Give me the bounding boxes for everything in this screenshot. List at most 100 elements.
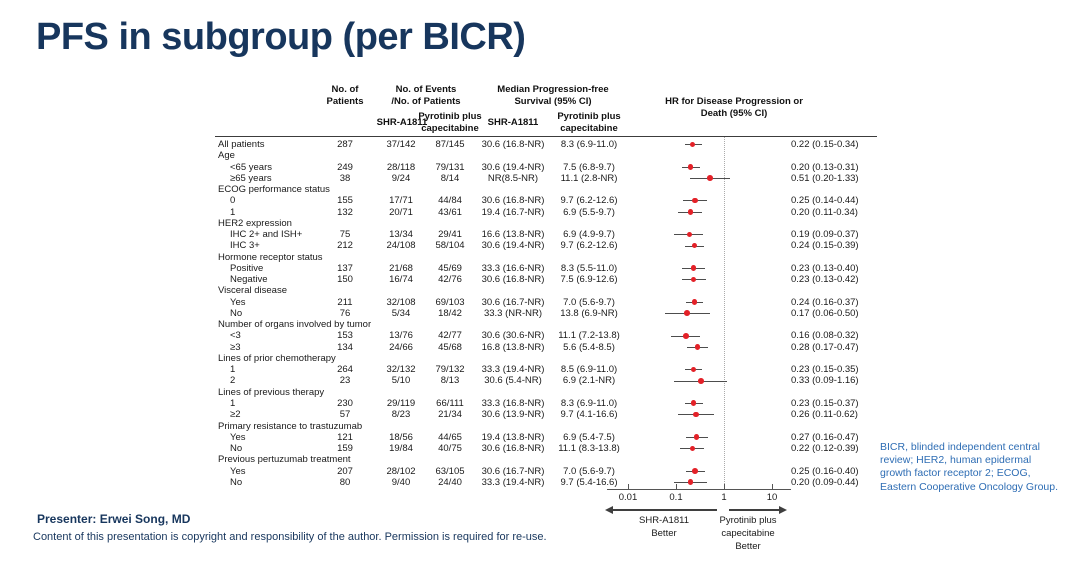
- col-hr-text: 0.19 (0.09-0.37): [791, 229, 859, 241]
- row-label: ≥3: [230, 341, 241, 353]
- col-events-shr: 17/71: [389, 195, 413, 207]
- row-label: Visceral disease: [218, 285, 288, 297]
- col-median-shr: 30.6 (19.4-NR): [481, 161, 545, 173]
- subgroup-data-row: Yes 207 28/102 63/105 30.6 (16.7-NR) 7.0 (5.6…: [0, 466, 1080, 477]
- header-events-arm1: SHR-A1811: [376, 117, 428, 128]
- col-events-pyr: 18/42: [438, 307, 462, 319]
- col-median-shr: 33.3 (16.8-NR): [481, 397, 545, 409]
- hr-point: [690, 265, 697, 271]
- col-hr-text: 0.17 (0.06-0.50): [791, 307, 859, 319]
- subgroup-data-row: 1 264 32/132 79/132 33.3 (19.4-NR) 8.5 (6.9-1…: [0, 364, 1080, 375]
- col-events-shr: 5/10: [391, 375, 411, 387]
- hr-point: [689, 445, 696, 452]
- x-axis-tick-label: 10: [766, 492, 778, 503]
- row-label: No: [230, 476, 243, 488]
- col-median-pyr: 7.5 (6.9-12.6): [560, 274, 618, 286]
- subgroup-data-row: ≥65 years 38 9/24 8/14 NR(8.5-NR) 11.1 (2.8-N…: [0, 173, 1080, 184]
- col-events-shr: 28/102: [386, 465, 416, 477]
- col-events-pyr: 58/104: [435, 240, 465, 252]
- col-hr-text: 0.51 (0.20-1.33): [791, 172, 859, 184]
- col-hr-text: 0.20 (0.11-0.34): [791, 206, 858, 218]
- col-patients: 150: [337, 274, 353, 286]
- col-hr-text: 0.22 (0.15-0.34): [791, 139, 859, 150]
- col-patients: 230: [337, 397, 353, 409]
- row-label: 1: [230, 397, 236, 409]
- row-label: Yes: [230, 296, 246, 308]
- col-median-pyr: 7.5 (6.8-9.7): [563, 161, 615, 173]
- col-patients: 76: [339, 307, 351, 319]
- hr-point: [686, 231, 693, 238]
- col-median-pyr: 6.9 (4.9-9.7): [563, 229, 615, 241]
- col-median-shr: NR(8.5-NR): [487, 172, 539, 184]
- axis-label-shr-better: SHR-A1811 Better: [639, 515, 689, 539]
- row-label: IHC 3+: [230, 240, 260, 252]
- col-median-shr: 16.6 (13.8-NR): [481, 229, 545, 241]
- col-median-shr: 30.6 (5.4-NR): [484, 375, 542, 387]
- subgroup-category-row: Lines of previous therapy: [0, 387, 1080, 398]
- subgroup-data-row: <65 years 249 28/118 79/131 30.6 (19.4-NR) 7.…: [0, 162, 1080, 173]
- col-events-pyr: 44/65: [438, 431, 462, 443]
- subgroup-data-row: ≥2 57 8/23 21/34 30.6 (13.9-NR) 9.7 (4.1-16.6…: [0, 409, 1080, 420]
- col-hr-text: 0.16 (0.08-0.32): [791, 330, 859, 342]
- col-median-shr: 33.3 (19.4-NR): [481, 364, 545, 376]
- col-events-shr: 9/24: [391, 172, 411, 184]
- col-median-pyr: 9.7 (6.2-12.6): [560, 240, 618, 252]
- col-hr-text: 0.23 (0.15-0.35): [791, 364, 859, 376]
- col-events-pyr: 42/76: [438, 274, 462, 286]
- col-patients: 75: [339, 229, 351, 241]
- reference-line-hr1: [724, 137, 725, 490]
- row-label: <3: [230, 330, 241, 342]
- col-patients: 159: [337, 443, 353, 455]
- row-label: 1: [230, 364, 236, 376]
- col-patients: 132: [337, 206, 353, 218]
- col-median-pyr: 8.5 (6.9-11.0): [560, 364, 618, 376]
- col-median-pyr: 7.0 (5.6-9.7): [563, 296, 615, 308]
- col-events-shr: 16/74: [389, 274, 413, 286]
- col-patients: 249: [337, 161, 353, 173]
- row-label: Positive: [230, 262, 264, 274]
- hr-point: [689, 141, 696, 148]
- col-median-pyr: 6.9 (2.1-NR): [562, 375, 616, 387]
- subgroup-category-row: Primary resistance to trastuzumab: [0, 421, 1080, 432]
- row-label: ECOG performance status: [218, 184, 330, 196]
- col-events-shr: 19/84: [389, 443, 413, 455]
- col-events-pyr: 24/40: [438, 476, 462, 488]
- hr-point: [692, 468, 698, 474]
- col-patients: 80: [339, 476, 351, 488]
- col-median-pyr: 11.1 (7.2-13.8): [558, 330, 620, 342]
- col-hr-text: 0.28 (0.17-0.47): [791, 341, 859, 353]
- row-label: Hormone receptor status: [218, 251, 323, 263]
- header-median-pfs: Median Progression-free Survival (95% CI…: [497, 84, 609, 107]
- subgroup-data-row: 2 23 5/10 8/13 30.6 (5.4-NR) 6.9 (2.1-NR) 0.33…: [0, 375, 1080, 386]
- header-median-arm1: SHR-A1811: [487, 117, 539, 128]
- col-median-pyr: 9.7 (5.4-16.6): [560, 476, 618, 488]
- subgroup-data-row: Yes 211 32/108 69/103 30.6 (16.7-NR) 7.0 (5.6…: [0, 297, 1080, 308]
- hr-point: [691, 299, 698, 305]
- hr-point: [684, 310, 690, 316]
- col-hr-text: 0.23 (0.13-0.42): [791, 274, 859, 286]
- col-median-pyr: 9.7 (6.2-12.6): [560, 195, 618, 207]
- hr-point: [692, 197, 698, 204]
- row-label: IHC 2+ and ISH+: [230, 229, 303, 241]
- col-hr-text: 0.25 (0.16-0.40): [791, 465, 859, 477]
- subgroup-data-row: ≥3 134 24/66 45/68 16.8 (13.8-NR) 5.6 (5.4-8.…: [0, 342, 1080, 353]
- subgroup-data-row: Yes 121 18/56 44/65 19.4 (13.8-NR) 6.9 (5.4-7…: [0, 432, 1080, 443]
- col-hr-text: 0.22 (0.12-0.39): [791, 443, 859, 455]
- hr-point: [707, 175, 713, 181]
- col-median-shr: 30.6 (16.7-NR): [481, 465, 545, 477]
- col-median-shr: 19.4 (16.7-NR): [481, 206, 545, 218]
- col-events-pyr: 66/111: [436, 397, 464, 409]
- col-events-pyr: 45/69: [438, 262, 462, 274]
- col-events-shr: 8/23: [391, 409, 411, 421]
- col-events-shr: 32/132: [386, 364, 416, 376]
- col-hr-text: 0.26 (0.11-0.62): [791, 409, 858, 421]
- copyright-notice: Content of this presentation is copyrigh…: [33, 531, 547, 543]
- col-patients: 38: [339, 172, 351, 184]
- subgroup-category-row: Visceral disease: [0, 285, 1080, 296]
- hr-point: [693, 434, 700, 440]
- subgroup-category-row: Hormone receptor status: [0, 252, 1080, 263]
- col-patients: 134: [337, 341, 353, 353]
- col-median-pyr: 7.0 (5.6-9.7): [563, 465, 615, 477]
- col-median-pyr: 5.6 (5.4-8.5): [563, 341, 615, 353]
- col-median-pyr: 6.9 (5.5-9.7): [563, 206, 615, 218]
